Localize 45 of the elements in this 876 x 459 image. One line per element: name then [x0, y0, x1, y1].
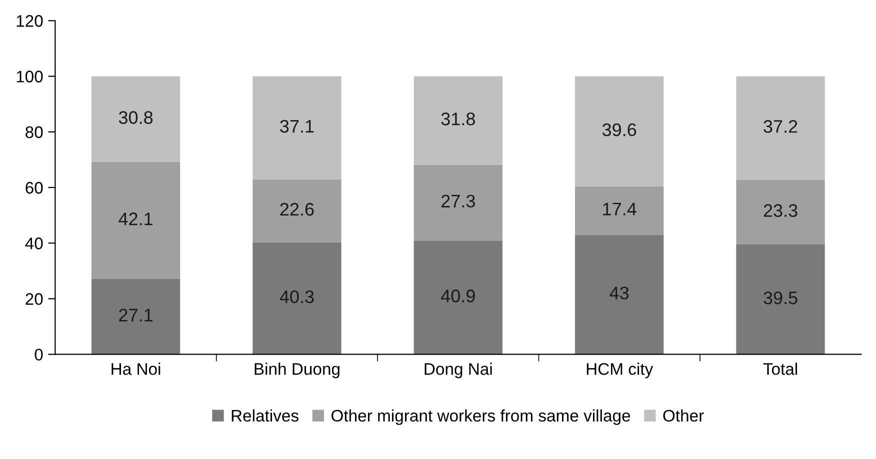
bar: [736, 244, 825, 354]
x-tick-label: HCM city: [586, 362, 654, 378]
bar: [91, 76, 180, 162]
bar: [252, 179, 342, 242]
data-label: 40.9: [440, 290, 475, 302]
x-tick-label: Total: [763, 362, 797, 375]
bar: [575, 186, 664, 235]
bar: [91, 278, 180, 354]
data-label: 39.6: [602, 123, 636, 136]
data-label: 22.6: [280, 202, 314, 216]
data-label: 17.4: [603, 202, 636, 216]
data-label: 27.1: [119, 308, 152, 322]
y-tick-label: 0: [34, 348, 43, 361]
bar: [414, 76, 502, 165]
data-label: 23.3: [764, 204, 798, 217]
y-tick-label: 100: [16, 70, 43, 82]
data-label: 30.8: [118, 111, 153, 124]
x-tick-label: Ha Noi: [112, 362, 160, 375]
y-tick-label: 80: [26, 126, 43, 138]
data-label: 40.3: [280, 290, 314, 304]
data-label: 37.2: [764, 120, 798, 133]
data-label: 39.5: [764, 291, 798, 304]
data-label: 27.3: [441, 194, 475, 208]
bar: [736, 180, 825, 245]
data-label: 37.1: [280, 120, 314, 133]
data-label: 42.1: [118, 212, 152, 226]
x-tick-label: Dong Nai: [424, 362, 492, 378]
legend-label: Other migrant workers from same village: [332, 409, 630, 425]
y-tick-label: 40: [25, 238, 43, 250]
data-label: 43: [610, 286, 629, 300]
bar: [575, 76, 664, 186]
x-tick-label: Binh Duong: [254, 362, 340, 378]
legend-label: Other: [663, 409, 704, 422]
y-tick-label: 60: [26, 182, 43, 194]
bar: [414, 240, 502, 354]
data-label: 31.8: [441, 112, 475, 126]
bar: [252, 76, 342, 180]
y-tick-label: 120: [16, 15, 43, 27]
bar: [575, 234, 664, 354]
bar: [414, 164, 502, 241]
bar: [252, 242, 342, 354]
legend-label: Relatives: [232, 409, 298, 422]
y-tick-label: 20: [26, 293, 43, 305]
bar: [736, 76, 825, 180]
bar: [91, 162, 180, 279]
